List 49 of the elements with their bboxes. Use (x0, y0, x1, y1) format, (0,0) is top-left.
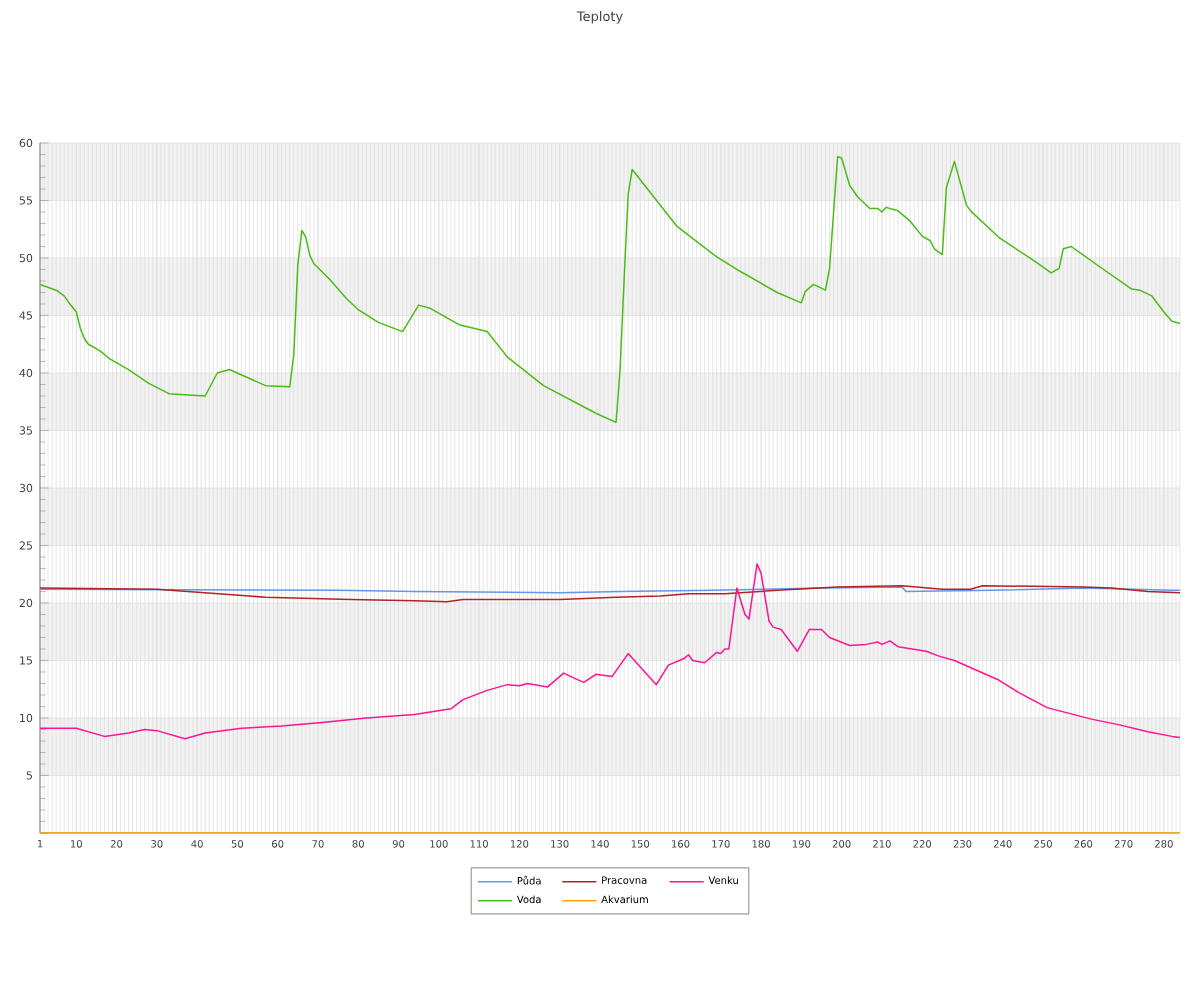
x-tick-label: 50 (231, 840, 244, 848)
y-tick-label: 50 (19, 253, 33, 263)
x-tick-label: 200 (832, 840, 851, 848)
legend-label: Půda (517, 875, 541, 885)
x-tick-label: 20 (110, 840, 123, 848)
y-tick-label: 5 (26, 771, 32, 780)
chart-title: Teploty (576, 11, 623, 24)
x-tick-label: 80 (352, 840, 364, 848)
x-tick-label: 250 (1034, 840, 1052, 848)
x-tick-label: 70 (312, 840, 324, 848)
x-tick-label: 270 (1114, 840, 1133, 848)
x-tick-label: 120 (510, 840, 529, 848)
x-tick-label: 280 (1155, 840, 1173, 848)
y-tick-label: 20 (19, 598, 33, 608)
legend-label: Pracovna (602, 876, 647, 884)
legend-label: Akvarium (601, 895, 648, 904)
y-tick-label: 60 (19, 138, 33, 148)
x-tick-label: 150 (631, 840, 650, 848)
x-tick-label: 190 (792, 840, 811, 848)
x-tick-label: 180 (752, 840, 770, 848)
line-series (40, 584, 1180, 603)
y-tick-label: 40 (19, 368, 33, 378)
x-tick-label: 40 (191, 840, 203, 848)
x-tick-label: 100 (430, 840, 448, 848)
y-tick-label: 15 (20, 656, 32, 665)
legend-label: Voda (516, 895, 541, 904)
x-tick-label: 130 (551, 840, 569, 848)
x-tick-label: 160 (672, 840, 690, 848)
x-tick-label: 240 (993, 840, 1012, 848)
x-tick-label: 10 (71, 840, 82, 848)
x-tick-label: 110 (470, 840, 488, 848)
x-tick-label: 220 (913, 840, 932, 848)
y-tick-label: 10 (20, 713, 33, 723)
x-tick-label: 140 (591, 840, 609, 848)
y-tick-label: 30 (19, 483, 33, 493)
line-series (40, 156, 1180, 424)
x-tick-label: 90 (392, 840, 405, 848)
y-tick-label: 55 (19, 196, 32, 205)
y-tick-label: 25 (19, 541, 32, 550)
x-tick-label: 210 (873, 840, 891, 848)
x-tick-label: 230 (953, 840, 972, 848)
x-tick-label: 30 (151, 840, 163, 848)
legend-label: Venku (708, 876, 738, 885)
x-tick-label: 1 (37, 840, 43, 848)
x-tick-label: 260 (1074, 840, 1093, 848)
x-tick-label: 170 (712, 840, 730, 848)
y-tick-label: 35 (19, 426, 32, 435)
y-tick-label: 45 (19, 311, 32, 320)
x-tick-label: 60 (272, 840, 284, 848)
